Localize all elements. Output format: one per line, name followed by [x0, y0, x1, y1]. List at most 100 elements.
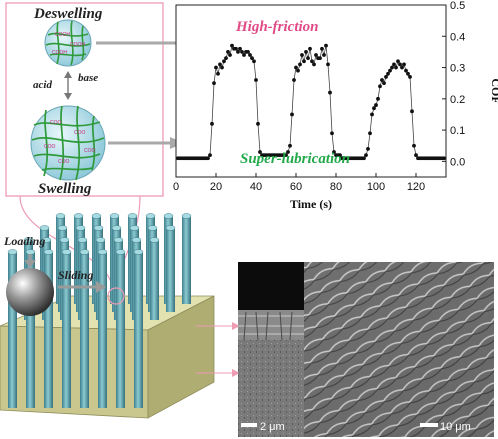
pillar-cap	[115, 249, 126, 255]
y-tick-label: 0.4	[450, 31, 465, 43]
cof-point	[284, 153, 288, 158]
cof-point	[394, 65, 398, 70]
cof-point	[290, 112, 294, 117]
coo-tag: COO	[58, 159, 70, 165]
pillar-cap	[145, 213, 156, 219]
cof-point	[410, 109, 414, 114]
high-friction-label: High-friction	[235, 19, 319, 35]
cof-point	[362, 156, 366, 161]
pillar	[8, 252, 17, 408]
pillar-cap	[91, 213, 102, 219]
pillar-cap	[149, 237, 160, 243]
acid-base-switch: acid base	[33, 71, 98, 100]
pillar-cap	[25, 249, 36, 255]
cof-point	[380, 78, 384, 82]
y-tick-label: 0.3	[450, 63, 465, 75]
pillar-cap	[7, 249, 18, 255]
cof-point	[252, 59, 256, 64]
cof-point	[322, 53, 326, 57]
cof-point	[212, 81, 216, 86]
swelling-gel: COO COO COO COO COO Swelling	[30, 105, 106, 197]
pillar-cap	[163, 213, 174, 219]
coo-tag: COO	[84, 148, 96, 154]
pillar-cap	[131, 237, 142, 243]
cof-point	[400, 65, 404, 70]
cof-point	[288, 143, 292, 148]
cof-point	[398, 62, 402, 67]
pillar-cap	[97, 249, 108, 255]
pillar-cap	[59, 237, 70, 243]
deswelling-gel: Deswelling COOH COOH COOH	[33, 6, 103, 67]
pillar-array	[0, 213, 215, 419]
cof-point	[318, 56, 322, 61]
cof-point	[408, 75, 412, 79]
y-tick-label: 0.1	[450, 125, 465, 137]
coo-tag: COO	[50, 120, 62, 126]
cof-point	[382, 81, 386, 86]
cof-point	[300, 53, 304, 57]
cof-point	[294, 65, 298, 70]
cof-point	[338, 153, 342, 158]
pillar-cap	[73, 213, 84, 219]
pillar	[116, 252, 125, 408]
cof-point	[390, 65, 394, 70]
pillar-cap	[113, 237, 124, 243]
y-tick-label: 0.2	[450, 94, 465, 106]
zoom-circle	[107, 287, 125, 305]
cof-point	[376, 96, 380, 101]
y-tick-label: 0.5	[450, 0, 465, 12]
cof-series	[176, 43, 446, 161]
cof-point	[392, 62, 396, 67]
base-label: base	[78, 72, 98, 84]
cof-point	[314, 53, 318, 57]
cof-point	[310, 59, 314, 64]
cof-point	[324, 43, 328, 48]
cof-point	[372, 106, 376, 111]
x-tick-label: 100	[367, 181, 385, 193]
acid-label: acid	[33, 79, 52, 91]
pillar-cap	[165, 225, 176, 231]
pillar	[26, 252, 35, 408]
cof-point	[292, 78, 296, 82]
cof-point	[210, 121, 214, 126]
cof-point	[220, 65, 224, 70]
x-tick-label: 120	[407, 181, 425, 193]
pillar	[166, 228, 175, 312]
pillar-cap	[61, 249, 72, 255]
cooh-tag: COOH	[52, 50, 67, 56]
coo-tag: COO	[44, 144, 56, 150]
cooh-tag: COOH	[55, 32, 70, 38]
loading-label: Loading	[3, 234, 45, 248]
x-axis-label: Time (s)	[290, 197, 332, 211]
cof-chart: 0 20 40 60 80 100 120 0.0 0.1 0.2 0.3 0.4 0.5 High-f…	[173, 0, 498, 211]
pillar-cap	[127, 213, 138, 219]
cof-point	[224, 56, 228, 61]
cof-point	[364, 153, 368, 158]
pillar-cap	[43, 249, 54, 255]
cof-point	[370, 112, 374, 117]
cof-point	[248, 53, 252, 57]
cof-point	[286, 150, 290, 154]
pillar-cap	[95, 237, 106, 243]
cof-point	[234, 46, 238, 51]
x-tick-label: 80	[330, 181, 342, 193]
cof-point	[386, 71, 390, 76]
cof-point	[218, 62, 222, 67]
cof-point	[320, 46, 324, 51]
cof-point	[326, 62, 330, 67]
chart-ticks: 0 20 40 60 80 100 120 0.0 0.1 0.2 0.3 0.4 0.5	[173, 0, 465, 193]
pillar	[80, 252, 89, 408]
cof-point	[396, 59, 400, 64]
pillar-cap	[75, 225, 86, 231]
sem-cross-section: 2 μm	[238, 262, 304, 437]
cof-point	[402, 62, 406, 67]
cooh-tag: COOH	[70, 42, 85, 48]
cof-point	[236, 50, 240, 54]
pillar-cap	[41, 237, 52, 243]
cof-point	[246, 50, 250, 54]
pillar-cap	[77, 237, 88, 243]
cof-point	[230, 43, 234, 48]
cof-point	[256, 121, 260, 126]
cof-point	[228, 53, 232, 57]
pillar-cap	[133, 249, 144, 255]
